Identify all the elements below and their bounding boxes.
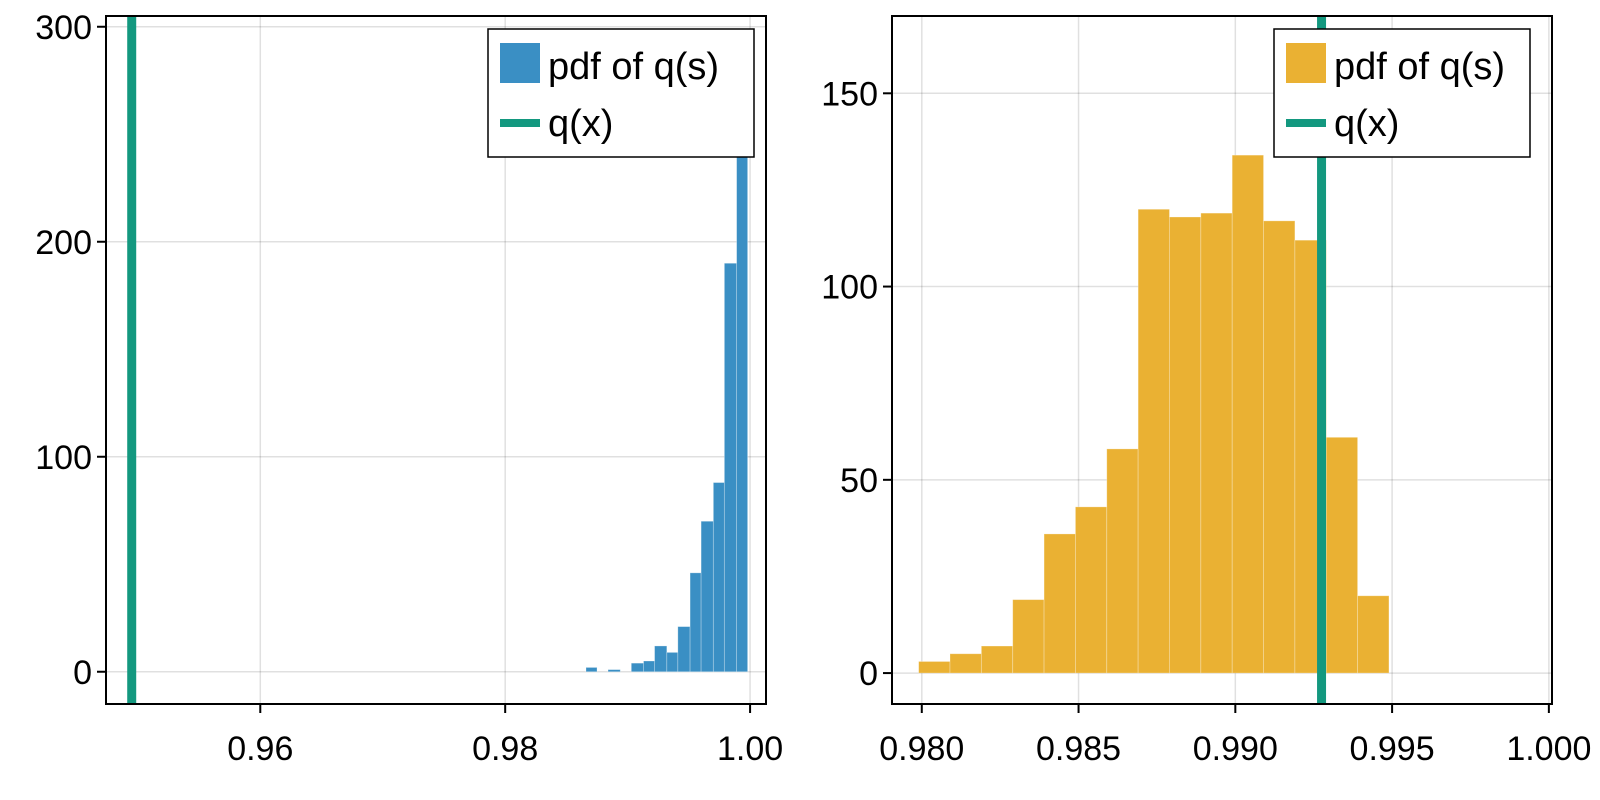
histogram-bar — [654, 645, 668, 673]
histogram-bar — [643, 660, 655, 673]
histogram-bar — [607, 669, 621, 673]
legend-label-histogram: pdf of q(s) — [1334, 46, 1505, 88]
histogram-bar — [1231, 154, 1264, 674]
y-tick-label: 50 — [840, 462, 878, 500]
histogram-bar — [1200, 212, 1233, 674]
y-tick-label: 150 — [821, 75, 878, 113]
y-tick-label: 300 — [35, 9, 92, 47]
histogram-bar — [630, 662, 644, 673]
legend-label-qx: q(x) — [1334, 103, 1399, 145]
histogram-bar — [1043, 533, 1076, 674]
y-tick-label: 0 — [859, 655, 878, 693]
x-tick-label: 1.00 — [717, 730, 783, 768]
histogram-bar — [1325, 436, 1359, 674]
histogram-bar — [1075, 506, 1108, 674]
legend-swatch-histogram — [500, 43, 540, 83]
histogram-bar — [918, 661, 951, 674]
histogram-bar — [1137, 208, 1170, 674]
histogram-bar — [585, 667, 598, 673]
plot-frame — [105, 15, 767, 705]
legend: pdf of q(s) q(x) — [1273, 28, 1531, 158]
y-tick-label: 200 — [35, 224, 92, 262]
histogram-bar — [712, 482, 725, 673]
x-tick-label: 0.985 — [1036, 730, 1121, 768]
y-tick-label: 100 — [35, 439, 92, 477]
histogram-bar — [1106, 448, 1139, 674]
histogram-bar — [736, 155, 749, 673]
histogram-bar — [723, 262, 738, 673]
x-tick-label: 0.96 — [227, 730, 293, 768]
x-tick-label: 0.995 — [1350, 730, 1435, 768]
histogram-bar — [677, 626, 691, 673]
x-tick-label: 0.98 — [472, 730, 538, 768]
legend-swatch-histogram — [1286, 43, 1326, 83]
left-histogram-panel: 0.96 0.98 1.00 0 100 200 300 pdf of q(s) q(x) — [35, 9, 783, 768]
y-tick-label: 100 — [821, 269, 878, 307]
histogram-bar — [689, 572, 702, 673]
x-tick-label: 0.990 — [1193, 730, 1278, 768]
plot-frame — [891, 15, 1553, 705]
histogram-bar — [1263, 220, 1296, 674]
legend: pdf of q(s) q(x) — [487, 28, 755, 158]
y-tick-label: 0 — [73, 654, 92, 692]
x-tick-label: 0.980 — [879, 730, 964, 768]
legend-label-qx: q(x) — [548, 103, 613, 145]
legend-label-histogram: pdf of q(s) — [548, 46, 719, 88]
histogram-bar — [980, 645, 1014, 674]
histogram-bar — [1012, 599, 1045, 674]
histogram-bar — [1357, 595, 1390, 674]
histogram-bar — [666, 652, 679, 673]
x-tick-label: 1.000 — [1506, 730, 1591, 768]
right-histogram-panel: 0.980 0.985 0.990 0.995 1.000 0 50 100 150 pdf of… — [821, 15, 1591, 768]
histogram-bar — [1169, 216, 1202, 674]
histogram-bar — [700, 520, 714, 673]
histogram-bar — [949, 653, 982, 674]
